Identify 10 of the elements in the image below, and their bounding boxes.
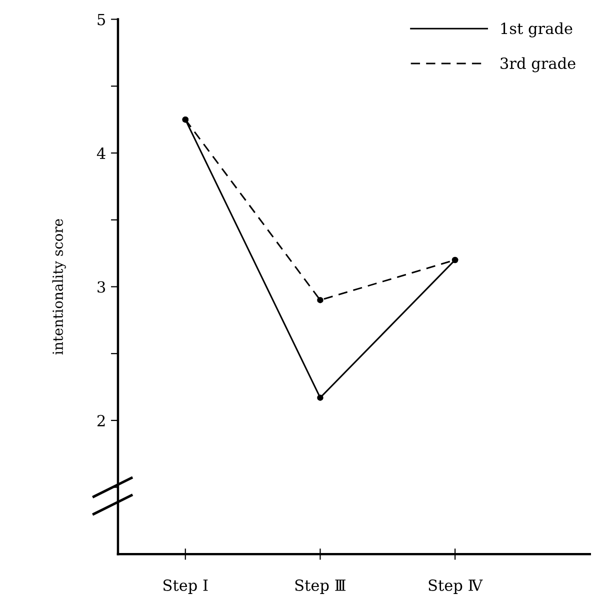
x-tick-label: Step Ⅲ — [295, 579, 346, 594]
y-tick-label: 2 — [97, 414, 105, 426]
y-axis-title: intentionality score — [52, 219, 66, 355]
x-tick-label: Step Ⅳ — [428, 579, 483, 594]
legend-label: 3rd grade — [500, 57, 576, 72]
x-tick-label: Step Ⅰ — [164, 579, 208, 594]
legend-label: 1st grade — [501, 22, 572, 38]
y-tick-label: 5 — [98, 14, 105, 26]
y-tick-label: 4 — [96, 147, 106, 159]
y-tick-label: 3 — [98, 281, 106, 293]
